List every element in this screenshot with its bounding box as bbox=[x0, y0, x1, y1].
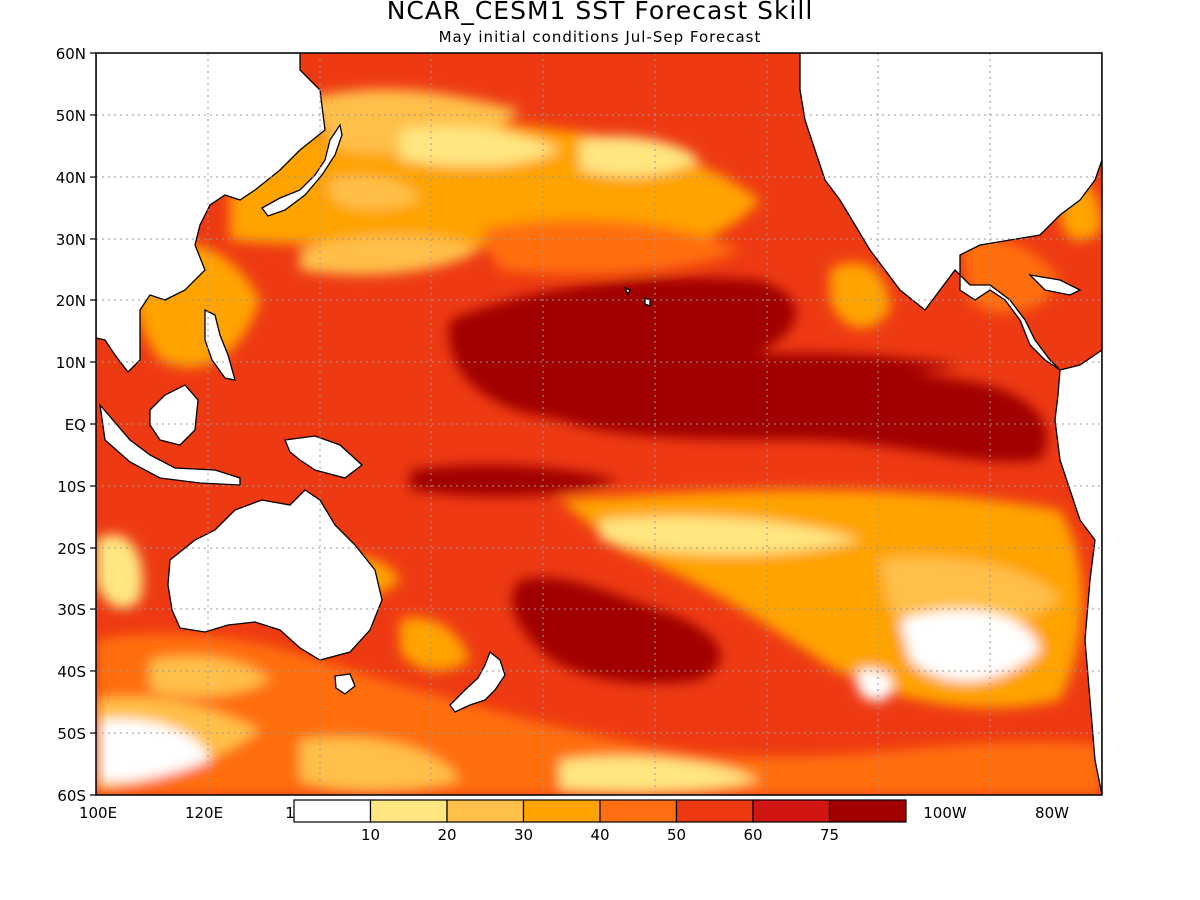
skill-field bbox=[96, 53, 1102, 795]
lat-label: 50N bbox=[56, 107, 86, 125]
new-guinea-coast bbox=[284, 435, 364, 479]
japan-coast bbox=[261, 123, 343, 217]
lat-label: EQ bbox=[65, 416, 86, 434]
map-subtitle: May initial conditions Jul-Sep Forecast bbox=[438, 28, 762, 46]
lat-label: 50S bbox=[57, 725, 86, 743]
lon-label: 100W bbox=[923, 804, 967, 822]
asia-coast bbox=[96, 53, 326, 373]
lat-label: 30N bbox=[56, 231, 86, 249]
lat-label: 60S bbox=[57, 787, 86, 805]
colorbar-swatch bbox=[522, 799, 601, 823]
colorbar-swatch bbox=[828, 799, 907, 823]
colorbar-swatch bbox=[446, 799, 525, 823]
north-america-coast bbox=[799, 53, 1102, 371]
colorbar-swatch bbox=[293, 799, 372, 823]
philippines-coast bbox=[204, 308, 236, 381]
caribbean-coast bbox=[1028, 274, 1082, 296]
lat-label: 10S bbox=[57, 478, 86, 496]
colorbar-label: 75 bbox=[820, 826, 839, 844]
colorbar-swatch bbox=[599, 799, 678, 823]
colorbar-swatch bbox=[369, 799, 448, 823]
colorbar: 10 20 30 40 50 60 75 bbox=[293, 799, 907, 844]
hawaii-coast bbox=[623, 286, 651, 307]
lon-label: 80W bbox=[1035, 804, 1069, 822]
colorbar-label: 60 bbox=[743, 826, 762, 844]
lon-label: 120E bbox=[185, 804, 223, 822]
lat-ticks bbox=[90, 52, 96, 796]
map-grid bbox=[96, 53, 1102, 795]
lat-label: 40S bbox=[57, 663, 86, 681]
lon-label: 1 bbox=[285, 804, 295, 822]
lat-label: 60N bbox=[56, 45, 86, 63]
colorbar-swatch bbox=[675, 799, 754, 823]
colorbar-label: 10 bbox=[361, 826, 380, 844]
lat-label: 20N bbox=[56, 292, 86, 310]
colorbar-swatch bbox=[752, 799, 831, 823]
lon-label: 100E bbox=[79, 804, 117, 822]
colorbar-label: 40 bbox=[590, 826, 609, 844]
new-zealand-coast bbox=[449, 650, 506, 713]
tasmania-coast bbox=[334, 673, 356, 695]
borneo-coast bbox=[149, 384, 199, 446]
colorbar-label: 30 bbox=[514, 826, 533, 844]
lon-labels: 100E 120E 1 100W 80W bbox=[79, 804, 1069, 822]
lat-label: 40N bbox=[56, 169, 86, 187]
land-masses bbox=[96, 53, 1102, 795]
lat-label: 30S bbox=[57, 601, 86, 619]
indonesia-coast bbox=[99, 402, 241, 486]
lat-label: 10N bbox=[56, 354, 86, 372]
colorbar-label: 50 bbox=[667, 826, 686, 844]
colorbar-label: 20 bbox=[437, 826, 456, 844]
south-america-coast bbox=[1054, 349, 1102, 795]
map-title: NCAR_CESM1 SST Forecast Skill bbox=[386, 0, 814, 25]
australia-coast bbox=[167, 489, 383, 661]
lat-label: 20S bbox=[57, 540, 86, 558]
lat-labels: 60N 50N 40N 30N 20N 10N EQ 10S 20S 30S 4… bbox=[56, 45, 86, 805]
